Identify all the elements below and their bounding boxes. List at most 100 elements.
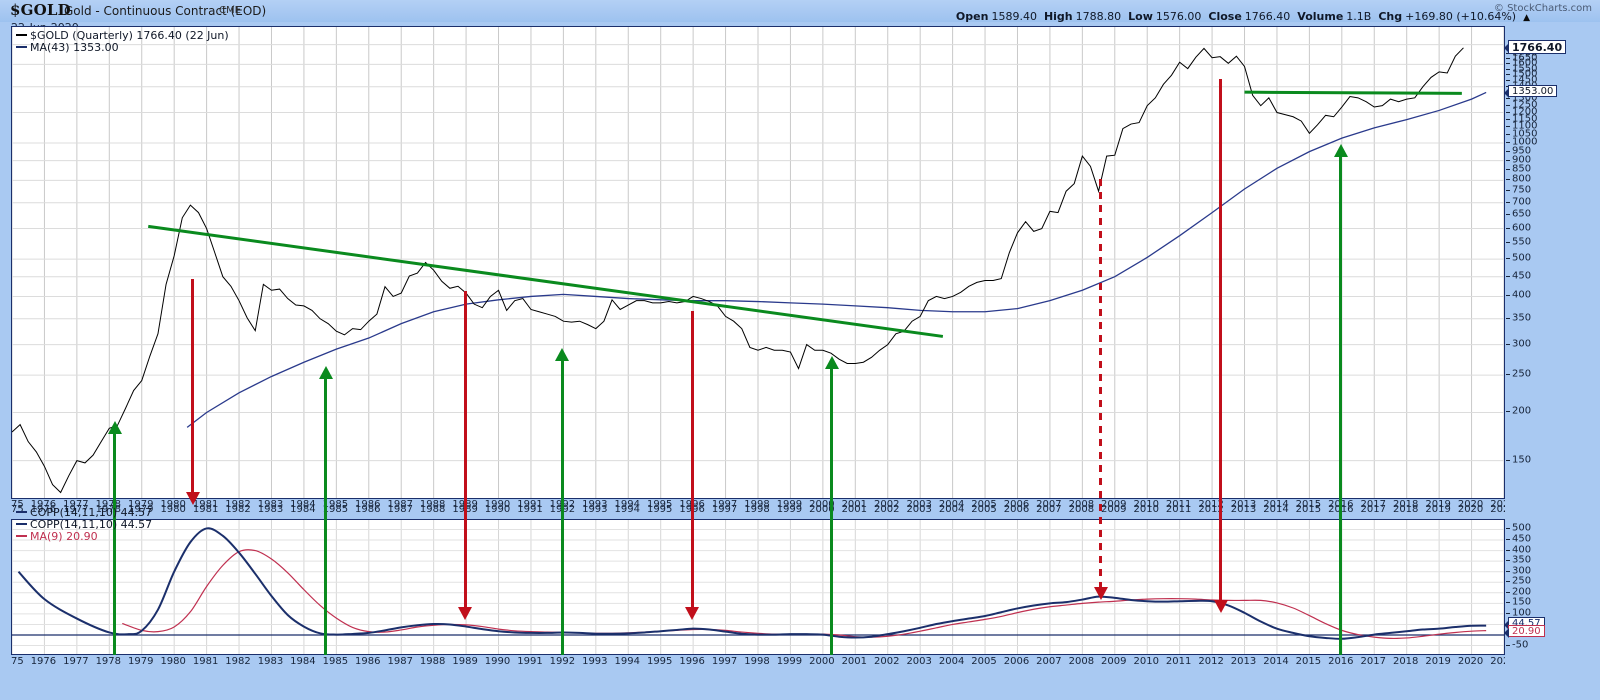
x-axis-year-label: 2006: [1003, 499, 1030, 510]
x-axis-year-label: 2004: [938, 504, 965, 515]
high-value: 1788.80: [1075, 10, 1122, 23]
price-plot: [12, 27, 1504, 498]
buy-arrow-shaft: [113, 431, 117, 655]
x-axis-year-label: 2018: [1392, 656, 1419, 667]
x-axis-year-label: 1999: [776, 504, 803, 515]
x-axis-year-label: 2018: [1392, 499, 1419, 510]
legend-indicator-title: COPP(14,11,10) 44.57: [30, 506, 153, 519]
volume-value: 1.1B: [1346, 10, 1372, 23]
price-chart-panel[interactable]: [11, 26, 1505, 499]
chg-label: Chg: [1378, 10, 1403, 23]
x-axis-year-label: 1994: [614, 504, 640, 515]
x-axis-year-label: 2003: [906, 499, 932, 510]
y-axis-price-label: 400: [1512, 289, 1532, 301]
sell-arrow-head: [185, 492, 200, 505]
indicator-y-axis-tick: [1506, 581, 1510, 583]
indicator-chart-panel[interactable]: [11, 519, 1505, 655]
x-axis-year-label: 1996: [679, 656, 705, 667]
y-axis-tick: [1506, 58, 1510, 60]
x-axis-year-label: 2004: [938, 499, 965, 510]
indicator-y-axis-label: 200: [1512, 586, 1532, 598]
indicator-y-axis-label: 400: [1512, 544, 1532, 556]
x-axis-year-label: 1976: [30, 504, 57, 515]
y-axis-price-label: 1600: [1512, 57, 1538, 69]
x-axis-year-label: 2003: [906, 656, 932, 667]
y-axis-tick: [1506, 190, 1510, 192]
x-axis-year-label: 1978: [95, 504, 122, 515]
y-axis-tick: [1506, 133, 1510, 135]
x-axis-year-label: 1997: [711, 656, 738, 667]
x-axis-year-label: 2019: [1425, 499, 1451, 510]
y-axis-tick: [1506, 275, 1510, 277]
indicator-y-axis-label: 500: [1512, 522, 1532, 534]
legend-copp-series: COPP(14,11,10) 44.57: [30, 518, 153, 531]
y-axis-price-label: 1050: [1512, 128, 1538, 140]
y-axis-tick: [1506, 98, 1510, 100]
x-axis-year-label: 2010: [1133, 504, 1159, 515]
indicator-y-axis-tick: [1506, 602, 1510, 604]
x-axis-year-label: 1977: [63, 656, 89, 667]
buy-arrow-shaft: [1339, 154, 1343, 655]
x-axis-year-label: 1998: [744, 504, 770, 515]
x-axis-year-label: 2015: [1295, 499, 1322, 510]
x-axis-year-label: 1984: [290, 499, 316, 510]
legend-price-series: $GOLD (Quarterly) 1766.40 (22 Jun): [30, 29, 229, 42]
indicator-y-axis-tick: [1506, 612, 1510, 614]
legend-swatch-copp: [16, 523, 27, 525]
x-axis-year-label: 2000: [809, 499, 835, 510]
y-axis-tick: [1506, 169, 1510, 171]
x-axis-year-label: 2001: [841, 656, 868, 667]
x-axis-year-label: 2000: [809, 504, 835, 515]
x-axis-year-label: 2015: [1295, 504, 1322, 515]
indicator-y-axis-label: 350: [1512, 554, 1532, 566]
x-axis-year-label: 1993: [582, 499, 608, 510]
stockcharts-brand: © StockCharts.com: [1493, 3, 1592, 14]
y-axis-price-label: 250: [1512, 368, 1532, 380]
x-axis-year-label: 2008: [1068, 504, 1095, 515]
x-axis-year-label: 1995: [646, 499, 673, 510]
y-axis-tick: [1506, 242, 1510, 244]
x-axis-year-label: 1986: [355, 656, 381, 667]
indicator-legend: COPP(14,11,10) 44.57 COPP(14,11,10) 44.5…: [16, 507, 152, 543]
x-axis-year-label: 2014: [1263, 499, 1289, 510]
y-axis-tick: [1506, 343, 1510, 345]
x-axis-year-label: 2011: [1165, 499, 1192, 510]
x-axis-year-label: 2009: [1101, 499, 1127, 510]
x-axis-year-label: 1994: [614, 656, 640, 667]
close-value: 1766.40: [1244, 10, 1291, 23]
x-axis-year-label: 1999: [776, 656, 803, 667]
x-axis-year-label: 1981: [192, 499, 219, 510]
y-axis-price-label: 600: [1512, 222, 1532, 234]
sell-arrow-head: [1213, 600, 1228, 613]
ma-value-tag: 1353.00: [1503, 85, 1558, 99]
y-axis-price-label: 1550: [1512, 63, 1538, 75]
x-axis-year-label: 1980: [160, 656, 186, 667]
y-axis-price-label: 450: [1512, 270, 1532, 282]
x-axis-year-label: 1988: [419, 504, 446, 515]
symbol-description: Gold - Continuous Contract (EOD): [64, 4, 267, 18]
x-axis-year-label: 2014: [1263, 656, 1289, 667]
x-axis-year-label: 2019: [1425, 504, 1451, 515]
x-axis-year-label: 2005: [971, 656, 997, 667]
buy-arrow-head: [1333, 144, 1348, 157]
y-axis-tick: [1506, 111, 1510, 113]
x-axis-year-label: 1982: [225, 504, 251, 515]
x-axis-year-label: 2009: [1101, 504, 1127, 515]
y-axis-price-label: 700: [1512, 196, 1532, 208]
x-axis-year-label: 2021: [1490, 656, 1505, 667]
x-axis-year-label: 1987: [387, 499, 413, 510]
x-axis-year-label: 1975: [11, 656, 24, 667]
x-axis-year-label: 2020: [1457, 499, 1484, 510]
sell-arrow-head: [458, 607, 473, 620]
x-axis-year-label: 1978: [95, 499, 122, 510]
x-axis-year-label: 2018: [1392, 504, 1419, 515]
y-axis-tick: [1506, 79, 1510, 81]
x-axis-year-label: 2015: [1295, 656, 1322, 667]
x-axis-year-label: 1988: [419, 656, 446, 667]
x-axis-year-label: 2017: [1360, 499, 1386, 510]
x-axis-year-label: 2012: [1198, 499, 1224, 510]
x-axis-year-label: 2013: [1230, 499, 1257, 510]
x-axis-year-label: 2005: [971, 504, 997, 515]
x-axis-year-label: 1980: [160, 504, 186, 515]
x-axis-year-label: 2009: [1101, 656, 1127, 667]
